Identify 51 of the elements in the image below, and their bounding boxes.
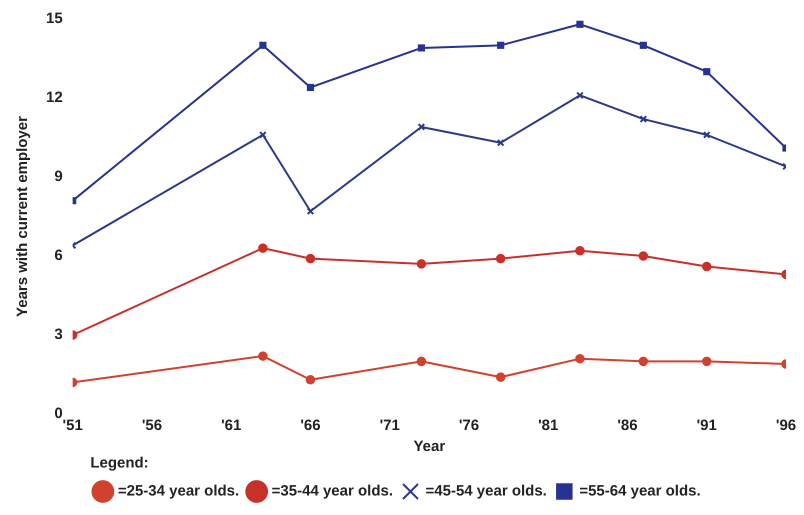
point <box>640 115 648 123</box>
point <box>496 372 506 382</box>
point <box>576 92 584 100</box>
legend-title: Legend: <box>90 454 149 472</box>
point <box>638 356 648 366</box>
point <box>259 131 267 139</box>
point <box>576 20 584 28</box>
point <box>575 354 585 364</box>
point <box>306 84 314 92</box>
legend-label: =25-34 year olds. <box>118 482 240 500</box>
point <box>259 42 266 49</box>
x-tick-label: '96 <box>776 417 796 434</box>
y-tick-label: 6 <box>54 247 63 264</box>
x-tick-label: '51 <box>62 417 83 434</box>
x-tick-label: '86 <box>617 417 638 434</box>
x-tick-label: '56 <box>142 417 162 434</box>
point <box>306 207 314 216</box>
point <box>702 356 712 366</box>
y-tick-label: 15 <box>46 10 63 28</box>
point <box>306 375 316 385</box>
point <box>496 138 505 147</box>
point <box>640 42 647 49</box>
legend-label: =35-44 year olds. <box>272 482 393 500</box>
point <box>702 131 711 139</box>
x-tick-label: '71 <box>380 417 400 434</box>
point <box>418 123 426 131</box>
point <box>416 356 426 366</box>
y-axis-title: Years with current employer <box>14 116 32 317</box>
point <box>258 243 268 253</box>
point <box>416 259 426 269</box>
point <box>258 351 268 361</box>
point <box>702 262 712 272</box>
x-tick-label: '91 <box>696 417 717 434</box>
x-tick-label: '61 <box>221 417 242 434</box>
x-tick-label: '66 <box>300 417 321 434</box>
point <box>418 44 425 52</box>
point <box>306 254 316 264</box>
legend-label: =55-64 year olds. <box>579 482 701 500</box>
y-tick-label: 0 <box>54 405 63 422</box>
y-tick-label: 3 <box>54 326 63 344</box>
point <box>703 68 710 76</box>
point <box>638 251 648 261</box>
legend-label: =45-54 year olds. <box>426 482 547 500</box>
x-axis-title: Year <box>413 438 446 456</box>
point <box>496 254 506 264</box>
y-tick-label: 12 <box>46 89 63 106</box>
point <box>497 42 504 49</box>
point <box>575 246 585 256</box>
x-tick-label: '81 <box>538 417 558 434</box>
x-tick-label: '76 <box>458 417 480 434</box>
y-tick-label: 9 <box>54 168 63 186</box>
